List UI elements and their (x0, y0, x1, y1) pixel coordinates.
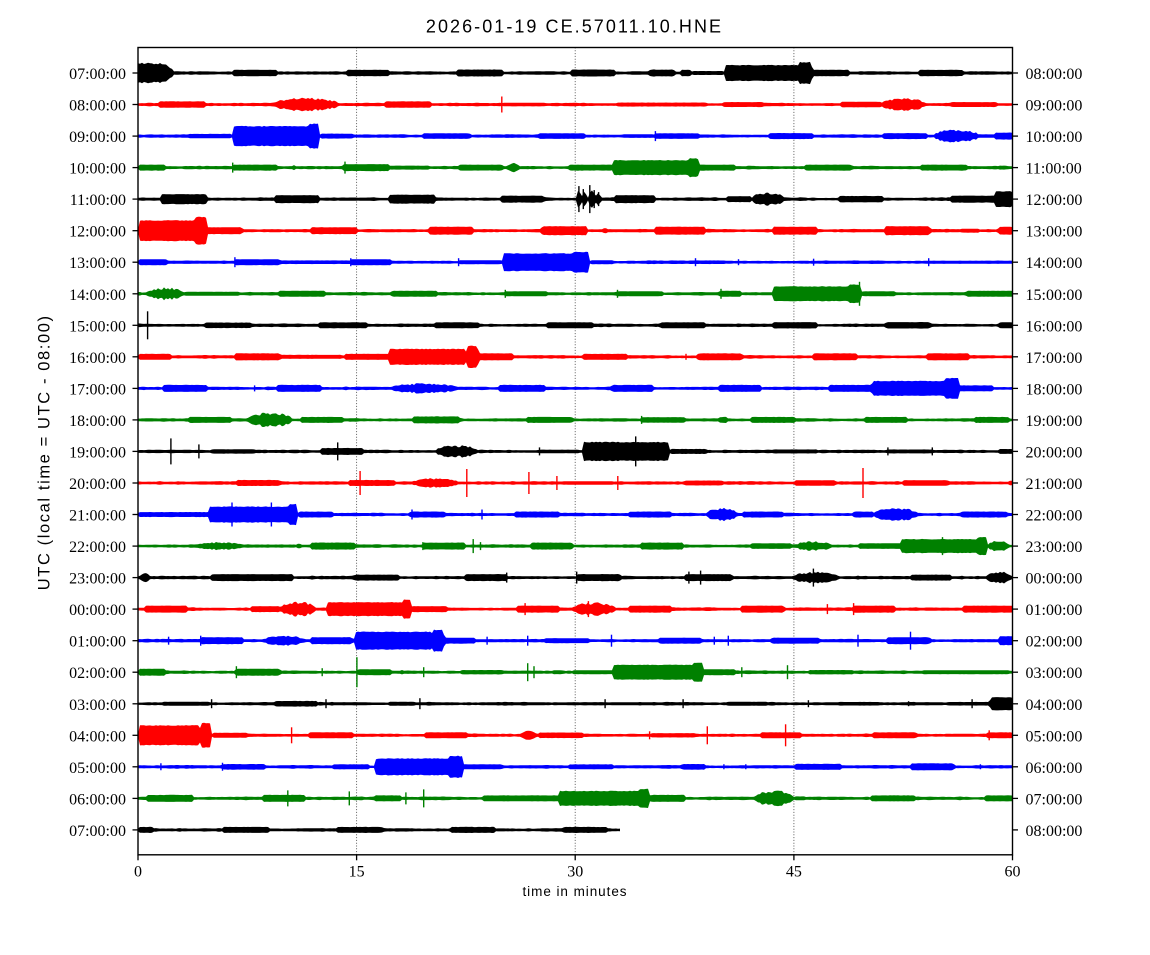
svg-text:19:00:00: 19:00:00 (1026, 413, 1083, 430)
svg-text:20:00:00: 20:00:00 (69, 476, 126, 493)
svg-text:10:00:00: 10:00:00 (1026, 129, 1083, 146)
svg-text:21:00:00: 21:00:00 (1026, 476, 1083, 493)
svg-text:17:00:00: 17:00:00 (1026, 350, 1083, 367)
svg-text:time in minutes: time in minutes (522, 884, 627, 899)
svg-text:03:00:00: 03:00:00 (69, 697, 126, 714)
svg-text:2026-01-19 CE.57011.10.HNE: 2026-01-19 CE.57011.10.HNE (426, 17, 723, 37)
svg-text:15:00:00: 15:00:00 (69, 318, 126, 335)
svg-text:00:00:00: 00:00:00 (1026, 571, 1083, 588)
svg-text:22:00:00: 22:00:00 (1026, 508, 1083, 525)
svg-text:11:00:00: 11:00:00 (1026, 161, 1082, 178)
svg-text:60: 60 (1005, 864, 1021, 881)
svg-text:00:00:00: 00:00:00 (69, 602, 126, 619)
svg-text:01:00:00: 01:00:00 (1026, 602, 1083, 619)
svg-text:15:00:00: 15:00:00 (1026, 287, 1083, 304)
svg-text:16:00:00: 16:00:00 (1026, 318, 1083, 335)
svg-text:08:00:00: 08:00:00 (1026, 823, 1083, 840)
svg-text:15: 15 (349, 864, 365, 881)
svg-text:12:00:00: 12:00:00 (69, 224, 126, 241)
svg-text:06:00:00: 06:00:00 (69, 791, 126, 808)
svg-text:30: 30 (567, 864, 583, 881)
svg-text:22:00:00: 22:00:00 (69, 539, 126, 556)
svg-text:16:00:00: 16:00:00 (69, 350, 126, 367)
svg-text:05:00:00: 05:00:00 (1026, 728, 1083, 745)
svg-text:18:00:00: 18:00:00 (1026, 381, 1083, 398)
svg-text:13:00:00: 13:00:00 (1026, 224, 1083, 241)
svg-text:02:00:00: 02:00:00 (69, 665, 126, 682)
svg-text:45: 45 (786, 864, 802, 881)
svg-text:UTC (local time = UTC - 08:00): UTC (local time = UTC - 08:00) (36, 314, 54, 590)
svg-text:0: 0 (134, 864, 142, 881)
svg-text:01:00:00: 01:00:00 (69, 634, 126, 651)
svg-text:05:00:00: 05:00:00 (69, 760, 126, 777)
svg-text:07:00:00: 07:00:00 (69, 823, 126, 840)
svg-text:18:00:00: 18:00:00 (69, 413, 126, 430)
svg-text:19:00:00: 19:00:00 (69, 444, 126, 461)
svg-text:07:00:00: 07:00:00 (69, 66, 126, 83)
svg-text:09:00:00: 09:00:00 (69, 129, 126, 146)
svg-text:23:00:00: 23:00:00 (1026, 539, 1083, 556)
svg-text:11:00:00: 11:00:00 (70, 192, 126, 209)
svg-text:08:00:00: 08:00:00 (1026, 66, 1083, 83)
svg-text:07:00:00: 07:00:00 (1026, 791, 1083, 808)
svg-text:14:00:00: 14:00:00 (69, 287, 126, 304)
svg-text:21:00:00: 21:00:00 (69, 508, 126, 525)
svg-text:08:00:00: 08:00:00 (69, 98, 126, 115)
svg-text:17:00:00: 17:00:00 (69, 381, 126, 398)
svg-text:04:00:00: 04:00:00 (69, 728, 126, 745)
svg-text:06:00:00: 06:00:00 (1026, 760, 1083, 777)
svg-text:02:00:00: 02:00:00 (1026, 634, 1083, 651)
svg-text:23:00:00: 23:00:00 (69, 571, 126, 588)
svg-text:13:00:00: 13:00:00 (69, 255, 126, 272)
svg-text:20:00:00: 20:00:00 (1026, 444, 1083, 461)
svg-text:10:00:00: 10:00:00 (69, 161, 126, 178)
svg-text:04:00:00: 04:00:00 (1026, 697, 1083, 714)
svg-text:14:00:00: 14:00:00 (1026, 255, 1083, 272)
svg-text:03:00:00: 03:00:00 (1026, 665, 1083, 682)
svg-text:12:00:00: 12:00:00 (1026, 192, 1083, 209)
svg-text:09:00:00: 09:00:00 (1026, 98, 1083, 115)
